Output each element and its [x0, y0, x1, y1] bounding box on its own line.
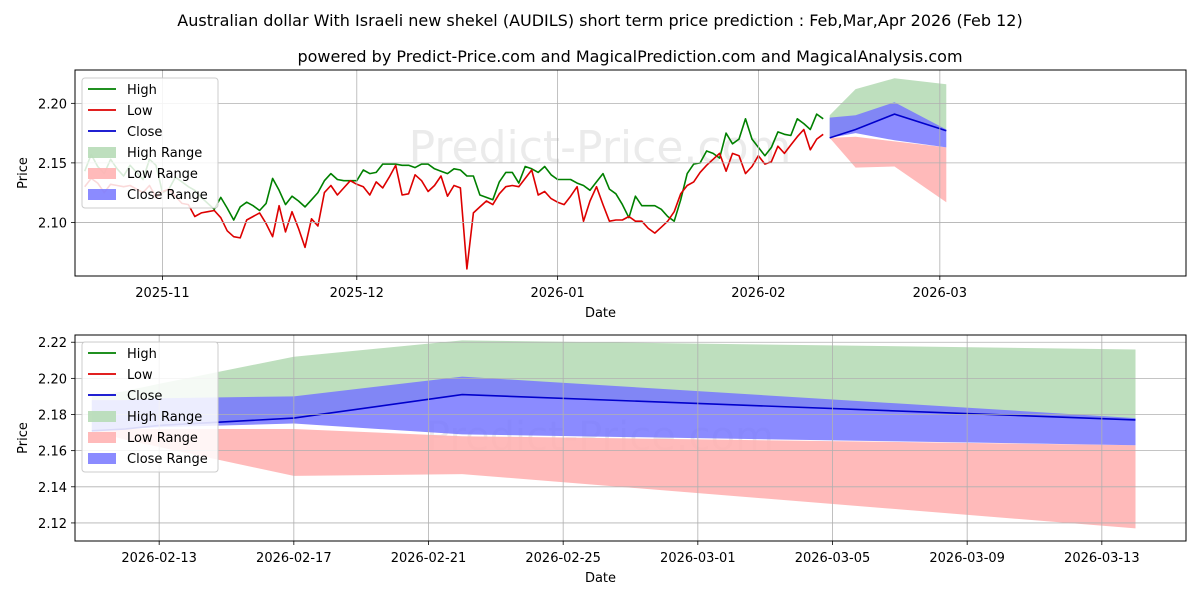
legend-label-high: High — [127, 83, 157, 98]
x-tick-label: 2026-02-25 — [525, 551, 601, 566]
legend-label-low: Low — [127, 104, 153, 119]
legend-swatch-close-range — [88, 453, 116, 464]
series-low-line — [84, 128, 824, 270]
legend-swatch-high-range — [88, 147, 116, 158]
y-axis-label: Price — [16, 157, 31, 189]
y-tick-label: 2.14 — [38, 481, 67, 496]
legend-label-close-range: Close Range — [127, 452, 208, 467]
legend-swatch-low-range — [88, 168, 116, 179]
y-tick-label: 2.20 — [38, 372, 67, 387]
legend-label-high-range: High Range — [127, 410, 202, 425]
x-axis-label: Date — [585, 306, 616, 321]
chart-subtitle: powered by Predict-Price.com and Magical… — [297, 47, 962, 66]
x-tick-label: 2026-02-17 — [256, 551, 332, 566]
legend-label-close-range: Close Range — [127, 188, 208, 203]
x-axis-label: Date — [585, 571, 616, 586]
x-tick-label: 2025-11 — [135, 286, 189, 301]
y-tick-label: 2.20 — [38, 97, 67, 112]
legend-swatch-low-range — [88, 432, 116, 443]
x-tick-label: 2026-03-09 — [929, 551, 1005, 566]
series-close-line — [829, 113, 947, 139]
legend: High Low Close High Range Low Range Close Ran… — [81, 341, 219, 473]
watermark-text: Predict-Price.com — [409, 122, 792, 173]
band-low-range — [829, 136, 947, 203]
plot-frame — [74, 69, 1187, 277]
band-close-range — [829, 102, 947, 148]
x-tick-label: 2026-03-13 — [1064, 551, 1140, 566]
x-tick-label: 2026-03-05 — [795, 551, 871, 566]
y-axis-label: Price — [16, 422, 31, 454]
legend-label-low-range: Low Range — [127, 431, 198, 446]
y-tick-label: 2.15 — [38, 157, 67, 172]
legend-label-close: Close — [127, 125, 162, 140]
x-tick-label: 2025-12 — [330, 286, 384, 301]
x-tick-label: 2026-02-13 — [121, 551, 197, 566]
legend-swatch-high-range — [88, 411, 116, 422]
top-chart-panel: Predict-Price.com 2025-11 2025-12 2026-01 20… — [16, 69, 1187, 321]
band-close-range — [91, 376, 1136, 446]
y-tick-label: 2.12 — [38, 517, 67, 532]
y-tick-label: 2.18 — [38, 409, 67, 424]
x-tick-label: 2026-02-21 — [391, 551, 467, 566]
legend: High Low Close High Range Low Range Close Ran… — [81, 77, 219, 209]
plot-area — [91, 340, 1136, 529]
legend-label-low: Low — [127, 368, 153, 383]
y-tick-label: 2.10 — [38, 216, 67, 231]
x-tick-label: 2026-02 — [731, 286, 785, 301]
band-low-range — [91, 429, 1136, 529]
legend-label-high-range: High Range — [127, 146, 202, 161]
x-tick-label: 2026-03-01 — [660, 551, 736, 566]
legend-label-close: Close — [127, 389, 162, 404]
chart-title: Australian dollar With Israeli new sheke… — [177, 11, 1022, 30]
plot-area — [83, 78, 947, 270]
plot-frame — [74, 334, 1187, 542]
x-tick-label: 2026-03 — [913, 286, 967, 301]
y-tick-label: 2.16 — [38, 445, 67, 460]
legend-label-high: High — [127, 347, 157, 362]
legend-label-low-range: Low Range — [127, 167, 198, 182]
x-tick-label: 2026-01 — [530, 286, 584, 301]
y-tick-label: 2.22 — [38, 336, 67, 351]
legend-swatch-close-range — [88, 189, 116, 200]
